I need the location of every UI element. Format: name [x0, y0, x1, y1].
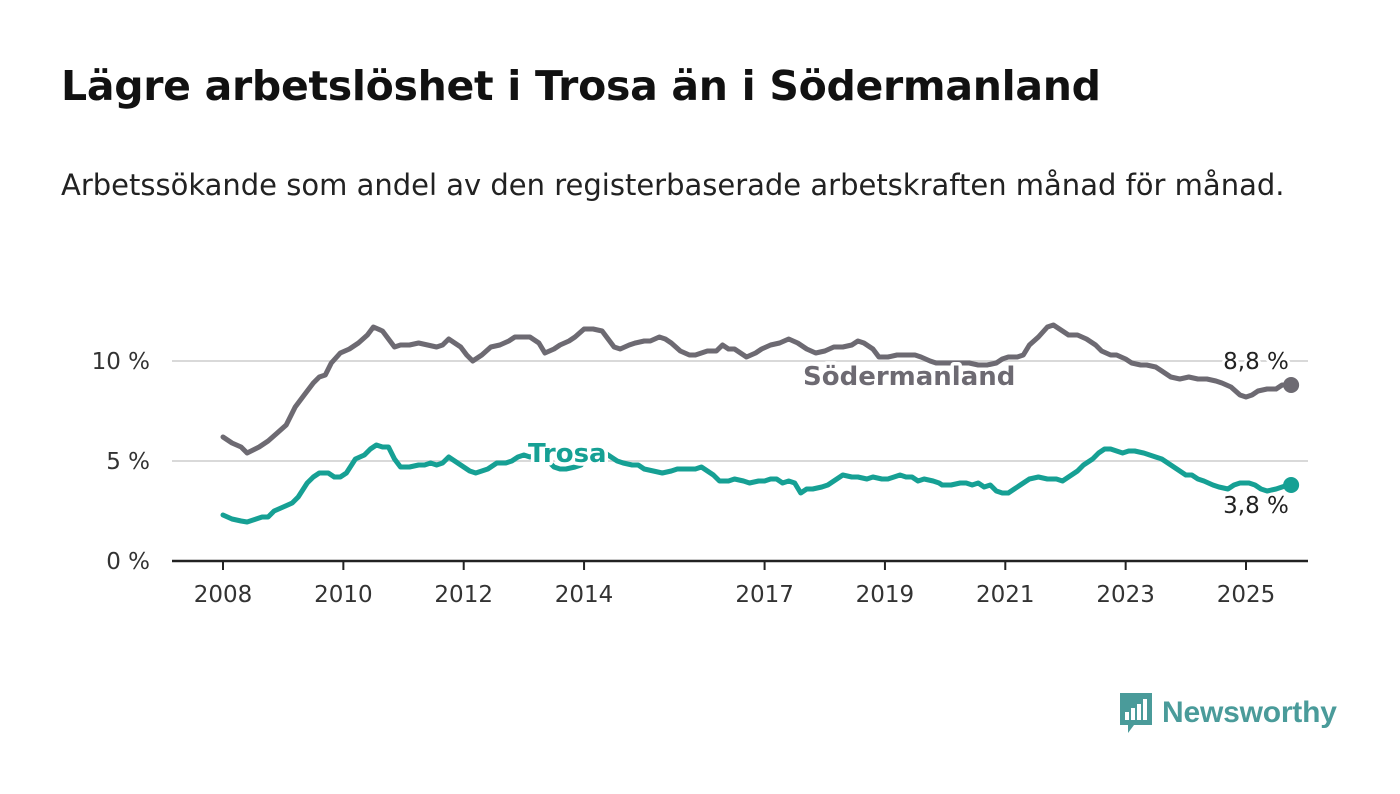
chart-title: Lägre arbetslöshet i Trosa än i Söderman… [61, 62, 1101, 110]
series-end-label-1: 3,8 % [1223, 493, 1289, 519]
newsworthy-logo: Newsworthy [1118, 690, 1337, 736]
series-name-label-0: Södermanland [803, 362, 1015, 392]
x-tick-label: 2017 [735, 582, 794, 608]
x-tick-label: 2019 [856, 582, 915, 608]
x-tick-label: 2012 [434, 582, 493, 608]
series-end-label-0: 8,8 % [1223, 349, 1289, 375]
series-line-1 [220, 442, 1294, 525]
newsworthy-logo-icon [1120, 693, 1152, 733]
series-end-point-0 [1283, 377, 1300, 393]
series-end-point-1 [1283, 477, 1300, 493]
x-tick-label: 2025 [1217, 582, 1276, 608]
series-name-label-1: Trosa [528, 439, 607, 469]
x-tick-label: 2023 [1096, 582, 1155, 608]
brand-name: Newsworthy [1162, 696, 1337, 729]
chart-subtitle: Arbetssökande som andel av den registerb… [61, 168, 1285, 202]
x-tick-label: 2008 [194, 582, 253, 608]
y-tick-label: 10 % [92, 349, 150, 375]
gridlines [172, 360, 1308, 563]
x-tick-label: 2010 [314, 582, 373, 608]
series-lines [220, 322, 1300, 525]
x-tick-label: 2021 [976, 582, 1035, 608]
y-tick-label: 0 % [106, 549, 150, 575]
y-tick-label: 5 % [106, 449, 150, 475]
series-line-0 [220, 322, 1294, 456]
axis-ticks: 0 % 5 % 10 % 2008 2010 2012 2014 2017 2019 2021 20… [92, 349, 1276, 608]
x-tick-label: 2014 [555, 582, 614, 608]
series-labels: Södermanland Trosa 8,8 % 3,8 % [525, 346, 1292, 522]
